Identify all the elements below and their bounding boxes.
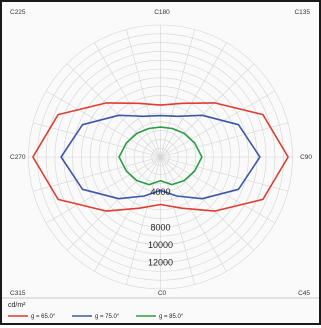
polar-chart: 4000 8000 10000 12000 C225 C180 C135 C270 C… bbox=[2, 9, 319, 320]
radial-tick-label: 4000 bbox=[150, 187, 170, 197]
series-line-0 bbox=[32, 102, 289, 212]
legend-label-1: g = 75.0° bbox=[95, 314, 120, 320]
radial-ticks: 4000 8000 10000 12000 bbox=[148, 187, 173, 267]
grid-spoke bbox=[160, 42, 227, 158]
grid-spoke bbox=[160, 156, 195, 285]
grid-spoke bbox=[46, 156, 161, 224]
unit-label: cd/m² bbox=[8, 302, 26, 309]
radial-tick-label: 10000 bbox=[148, 240, 173, 250]
grid-spoke bbox=[160, 90, 275, 158]
angle-label-c225: C225 bbox=[10, 9, 26, 16]
legend-label-2: g = 85.0° bbox=[159, 314, 184, 320]
grid-spoke bbox=[126, 29, 161, 158]
angle-label-c315: C315 bbox=[10, 290, 26, 297]
grid-spoke bbox=[32, 156, 161, 192]
radial-tick-label: 8000 bbox=[150, 222, 170, 232]
angle-label-c270: C270 bbox=[10, 154, 26, 161]
series-line-1 bbox=[60, 114, 261, 200]
grid-spoke bbox=[160, 156, 227, 272]
grid-spoke bbox=[46, 90, 161, 158]
grid-spoke bbox=[160, 156, 289, 192]
series-layer bbox=[32, 102, 289, 212]
legend-label-0: g = 65.0° bbox=[31, 314, 56, 320]
series-line-2 bbox=[118, 126, 203, 186]
grid-spoke bbox=[66, 63, 161, 158]
angle-label-c0: C0 bbox=[158, 290, 167, 297]
grid-spoke bbox=[160, 122, 289, 158]
grid-spoke bbox=[66, 156, 161, 251]
polar-grid bbox=[28, 24, 293, 290]
angle-label-c45: C45 bbox=[298, 290, 310, 297]
legend: g = 65.0° g = 75.0° g = 85.0° bbox=[8, 314, 184, 320]
grid-spoke bbox=[32, 122, 161, 158]
grid-spoke bbox=[160, 156, 255, 251]
angle-label-c90: C90 bbox=[300, 154, 312, 161]
radial-tick-label: 12000 bbox=[148, 258, 173, 268]
angle-label-c180: C180 bbox=[154, 9, 170, 16]
grid-spoke bbox=[94, 156, 161, 272]
grid-spoke bbox=[94, 42, 161, 158]
grid-spoke bbox=[160, 156, 275, 224]
grid-spoke bbox=[126, 156, 161, 285]
angle-label-c135: C135 bbox=[294, 9, 310, 16]
grid-spoke bbox=[160, 29, 195, 158]
grid-spoke bbox=[160, 63, 255, 158]
